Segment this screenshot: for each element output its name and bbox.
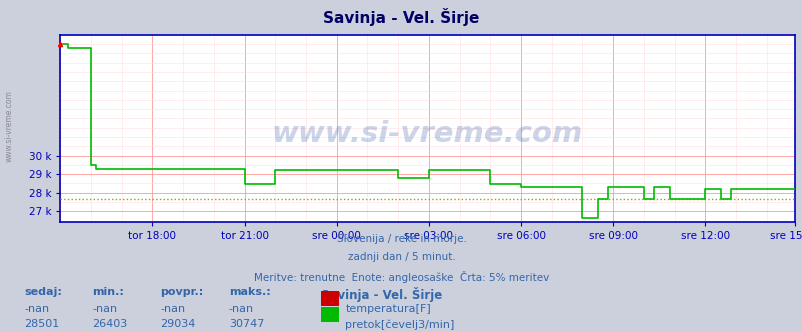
Text: 30747: 30747 [229,319,264,329]
Text: povpr.:: povpr.: [160,287,204,297]
Text: sedaj:: sedaj: [24,287,62,297]
Text: min.:: min.: [92,287,124,297]
Text: 29034: 29034 [160,319,196,329]
Text: Savinja - Vel. Širje: Savinja - Vel. Širje [321,287,442,302]
Text: -nan: -nan [229,304,253,314]
Text: zadnji dan / 5 minut.: zadnji dan / 5 minut. [347,252,455,262]
Text: 28501: 28501 [24,319,59,329]
Text: www.si-vreme.com: www.si-vreme.com [272,120,582,148]
Text: -nan: -nan [160,304,185,314]
Text: www.si-vreme.com: www.si-vreme.com [5,90,14,162]
Text: Savinja - Vel. Širje: Savinja - Vel. Širje [323,8,479,26]
Text: Meritve: trenutne  Enote: angleosaške  Črta: 5% meritev: Meritve: trenutne Enote: angleosaške Črt… [253,271,549,283]
Text: pretok[čevelj3/min]: pretok[čevelj3/min] [345,319,454,330]
Text: 26403: 26403 [92,319,128,329]
Text: temperatura[F]: temperatura[F] [345,304,431,314]
Text: -nan: -nan [92,304,117,314]
Text: Slovenija / reke in morje.: Slovenija / reke in morje. [336,234,466,244]
Text: maks.:: maks.: [229,287,270,297]
Text: -nan: -nan [24,304,49,314]
